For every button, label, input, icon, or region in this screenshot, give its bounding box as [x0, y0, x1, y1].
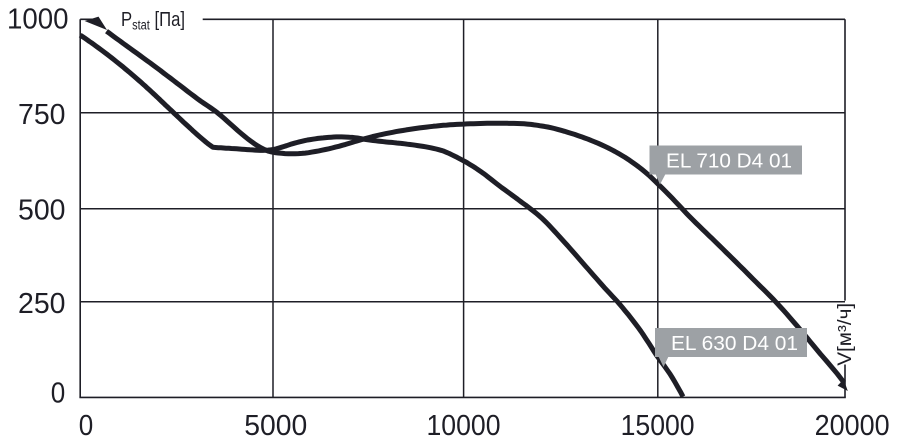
svg-text:10000: 10000	[427, 410, 501, 442]
svg-text:20000: 20000	[815, 410, 890, 442]
svg-text:15000: 15000	[621, 410, 695, 442]
svg-text:250: 250	[18, 288, 66, 320]
svg-text:0: 0	[79, 410, 94, 442]
svg-text:750: 750	[18, 99, 66, 131]
svg-text:Pstat [Па]: Pstat [Па]	[121, 8, 185, 33]
svg-text:5000: 5000	[244, 410, 307, 442]
svg-text:0: 0	[51, 378, 66, 410]
svg-text:EL 710 D4 01: EL 710 D4 01	[666, 150, 792, 172]
svg-text:V[м³/ч]: V[м³/ч]	[834, 303, 856, 366]
svg-text:EL 630 D4 01: EL 630 D4 01	[671, 333, 798, 355]
svg-text:500: 500	[18, 195, 66, 227]
svg-text:1000: 1000	[7, 4, 69, 36]
